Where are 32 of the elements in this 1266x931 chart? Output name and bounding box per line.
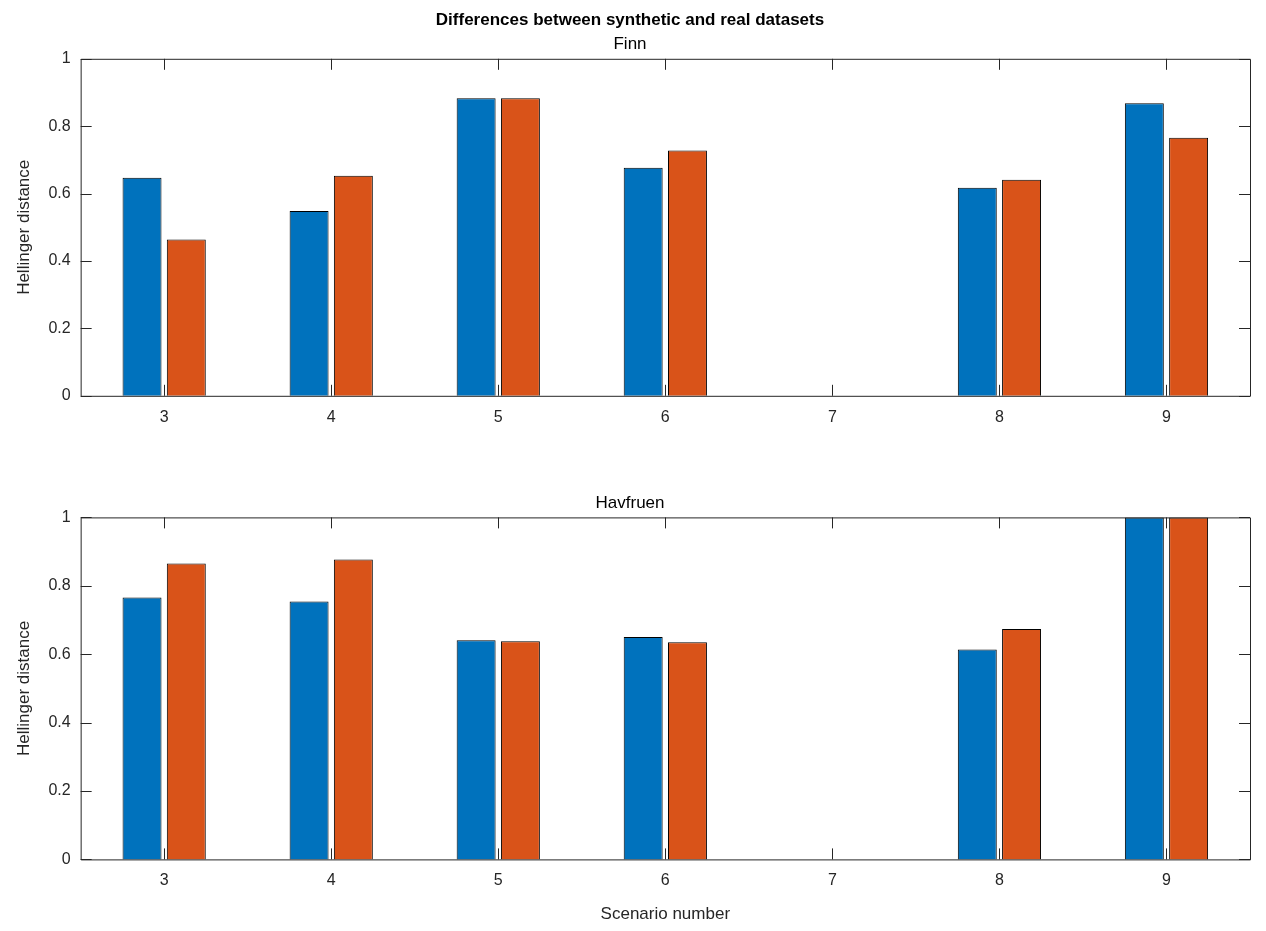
x-tick-label: 4 <box>326 407 336 425</box>
x-tick-label: 4 <box>326 871 336 889</box>
x-tick-label: 5 <box>493 871 503 889</box>
x-tick-label: 9 <box>1162 407 1172 425</box>
x-axis-title: Scenario number <box>600 904 731 924</box>
y-axis-title: Hellinger distance <box>13 620 33 756</box>
y-tick-label: 0.2 <box>48 781 71 799</box>
y-tick-label: 0.2 <box>48 318 71 336</box>
x-tick-label: 9 <box>1162 871 1172 889</box>
y-tick-label: 0.4 <box>48 251 71 269</box>
x-tick-label: 7 <box>827 871 837 889</box>
x-tick-label: 5 <box>493 407 503 425</box>
y-tick-label: 0.8 <box>48 116 71 134</box>
chart-title: Havfruen <box>595 492 665 512</box>
y-tick-label: 0 <box>61 386 71 404</box>
x-tick-label: 8 <box>994 407 1004 425</box>
y-tick-label: 0.4 <box>48 713 71 731</box>
y-tick-label: 1 <box>61 49 71 67</box>
y-tick-label: 0.6 <box>48 184 71 202</box>
x-tick-label: 6 <box>660 871 670 889</box>
chart-title: Differences between synthetic and real datasets <box>435 9 825 29</box>
x-tick-label: 6 <box>660 407 670 425</box>
y-axis-title: Hellinger distance <box>13 159 33 295</box>
x-tick-label: 7 <box>827 407 837 425</box>
y-tick-label: 1 <box>61 507 71 525</box>
x-tick-label: 3 <box>159 871 169 889</box>
y-tick-label: 0 <box>61 849 71 867</box>
y-tick-label: 0.6 <box>48 644 71 662</box>
x-tick-label: 3 <box>159 407 169 425</box>
x-tick-label: 8 <box>994 871 1004 889</box>
y-tick-label: 0.8 <box>48 576 71 594</box>
chart-subtitle: Finn <box>613 34 647 54</box>
